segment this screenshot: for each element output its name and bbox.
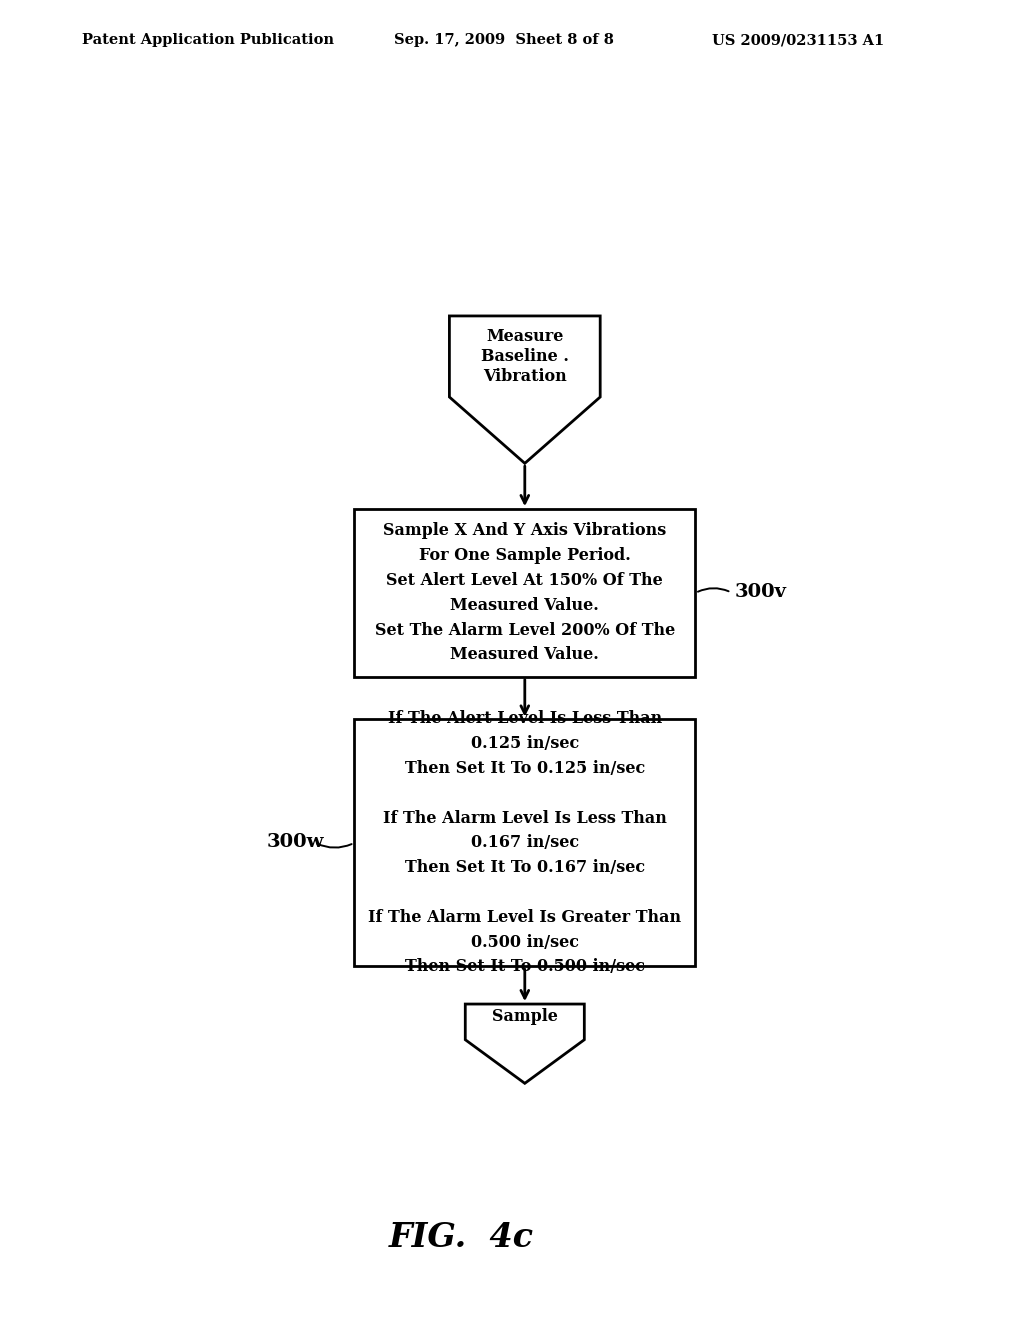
Text: 300w: 300w bbox=[267, 833, 325, 851]
Bar bbox=[354, 719, 695, 966]
Polygon shape bbox=[465, 1005, 585, 1084]
Polygon shape bbox=[450, 315, 600, 463]
Text: 300v: 300v bbox=[735, 583, 787, 602]
Text: US 2009/0231153 A1: US 2009/0231153 A1 bbox=[712, 33, 884, 48]
Text: If The Alert Level Is Less Than
0.125 in/sec
Then Set It To 0.125 in/sec

If The: If The Alert Level Is Less Than 0.125 in… bbox=[369, 710, 681, 975]
Bar bbox=[354, 510, 695, 677]
Text: Sample: Sample bbox=[492, 1008, 558, 1026]
Text: Measure
Baseline .
Vibration: Measure Baseline . Vibration bbox=[481, 329, 568, 384]
Text: FIG.  4c: FIG. 4c bbox=[389, 1221, 535, 1254]
Text: Patent Application Publication: Patent Application Publication bbox=[82, 33, 334, 48]
Text: Sample X And Y Axis Vibrations
For One Sample Period.
Set Alert Level At 150% Of: Sample X And Y Axis Vibrations For One S… bbox=[375, 523, 675, 664]
Text: Sep. 17, 2009  Sheet 8 of 8: Sep. 17, 2009 Sheet 8 of 8 bbox=[394, 33, 614, 48]
